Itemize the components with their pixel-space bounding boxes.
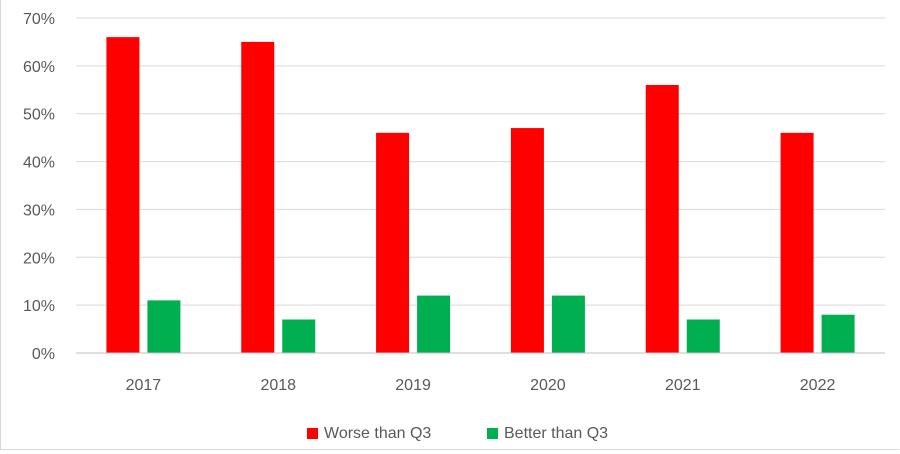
y-axis: 0% 10% 20% 30% 40% 50% 60% 70% [23, 11, 55, 363]
bar-worse-2018 [241, 41, 275, 354]
bar-worse-2017 [106, 37, 140, 354]
x-tick-label: 2017 [126, 377, 162, 394]
x-tick-label: 2020 [530, 377, 566, 394]
bar-worse-2022 [780, 132, 814, 353]
legend-swatch [487, 428, 498, 439]
y-tick-label: 10% [23, 298, 55, 315]
legend-label: Better than Q3 [504, 425, 608, 442]
gridlines [76, 17, 885, 306]
x-tick-label: 2018 [260, 377, 296, 394]
x-axis: 2017 2018 2019 2020 2021 2022 [76, 352, 885, 394]
bar-worse-2019 [376, 132, 410, 353]
x-tick-label: 2022 [800, 377, 836, 394]
y-tick-label: 0% [32, 346, 55, 363]
bar-better-2021 [686, 319, 720, 353]
bar-better-2020 [551, 295, 585, 353]
y-tick-label: 20% [23, 250, 55, 267]
y-tick-label: 40% [23, 155, 55, 172]
bar-better-2017 [147, 300, 181, 353]
y-tick-label: 70% [23, 11, 55, 28]
bar-better-2022 [821, 314, 855, 353]
bar-better-2019 [417, 295, 451, 353]
x-tick-label: 2019 [395, 377, 431, 394]
legend: Worse than Q3 Better than Q3 [307, 425, 608, 442]
y-tick-label: 60% [23, 59, 55, 76]
bar-worse-2020 [510, 128, 544, 353]
legend-label: Worse than Q3 [324, 425, 431, 442]
bar-worse-2021 [645, 85, 679, 353]
legend-swatch [307, 428, 318, 439]
x-tick-label: 2021 [665, 377, 701, 394]
bar-better-2018 [282, 319, 316, 353]
y-tick-label: 30% [23, 202, 55, 219]
y-tick-label: 50% [23, 107, 55, 124]
bars [106, 37, 855, 354]
